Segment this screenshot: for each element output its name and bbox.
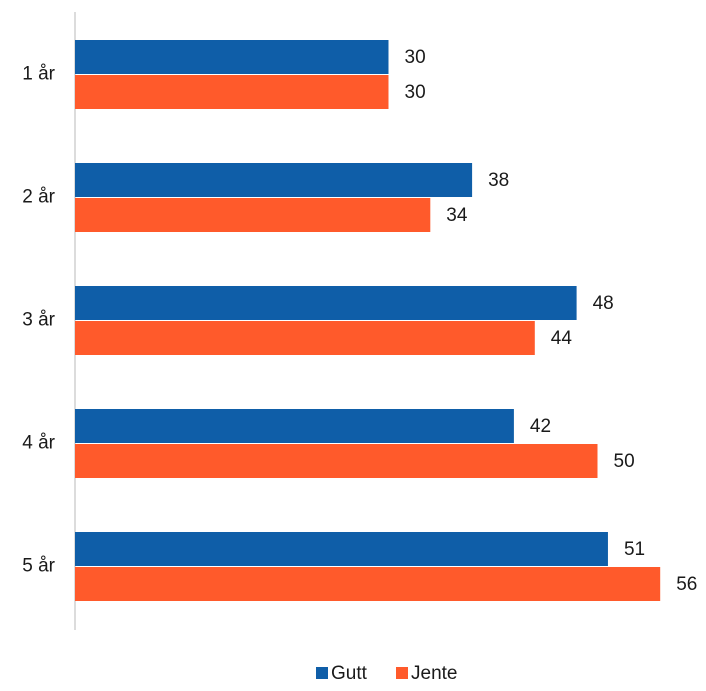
- y-tick-label: 4 år: [22, 433, 55, 454]
- y-tick-label: 2 år: [22, 187, 55, 208]
- bar-gutt-4: [75, 409, 514, 443]
- bar-gutt-5: [75, 532, 608, 566]
- data-label-gutt-3: 48: [593, 293, 614, 314]
- bar-jente-1: [75, 75, 389, 109]
- data-label-gutt-2: 38: [488, 170, 509, 191]
- legend: Gutt Jente: [316, 663, 457, 684]
- y-tick-label: 1 år: [22, 64, 55, 85]
- data-label-gutt-4: 42: [530, 416, 551, 437]
- data-label-gutt-5: 51: [624, 539, 645, 560]
- data-label-jente-1: 30: [405, 82, 426, 103]
- data-label-jente-3: 44: [551, 328, 573, 349]
- legend-label-jente: Jente: [411, 663, 457, 684]
- y-tick-label: 3 år: [22, 310, 55, 331]
- data-label-jente-4: 50: [614, 451, 635, 472]
- chart-marks: 1 år 30 30 2 år 38 34 3 år 48 44 4 år 42 50 5 år 51 56: [22, 40, 697, 601]
- bar-gutt-2: [75, 163, 473, 197]
- legend-swatch-jente: [396, 667, 408, 679]
- bar-jente-5: [75, 567, 661, 601]
- data-label-jente-2: 34: [446, 205, 468, 226]
- bar-gutt-3: [75, 286, 577, 320]
- bar-jente-3: [75, 321, 535, 355]
- data-label-jente-5: 56: [676, 574, 697, 595]
- y-tick-label: 5 år: [22, 556, 55, 577]
- bar-jente-2: [75, 198, 431, 232]
- data-label-gutt-1: 30: [405, 47, 426, 68]
- legend-label-gutt: Gutt: [331, 663, 368, 684]
- bar-jente-4: [75, 444, 598, 478]
- bar-gutt-1: [75, 40, 389, 74]
- legend-swatch-gutt: [316, 667, 328, 679]
